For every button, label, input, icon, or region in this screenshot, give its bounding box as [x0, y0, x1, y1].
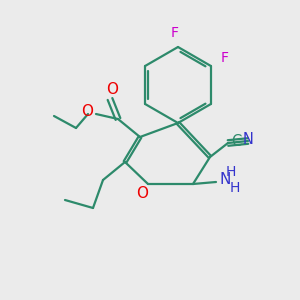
- Text: C: C: [231, 134, 241, 148]
- Text: H: H: [226, 165, 236, 179]
- Text: F: F: [171, 26, 179, 40]
- Text: O: O: [106, 82, 118, 98]
- Text: H: H: [230, 181, 240, 195]
- Text: O: O: [81, 104, 93, 119]
- Text: F: F: [221, 51, 229, 65]
- Text: N: N: [243, 133, 254, 148]
- Text: O: O: [136, 185, 148, 200]
- Text: N: N: [219, 172, 231, 188]
